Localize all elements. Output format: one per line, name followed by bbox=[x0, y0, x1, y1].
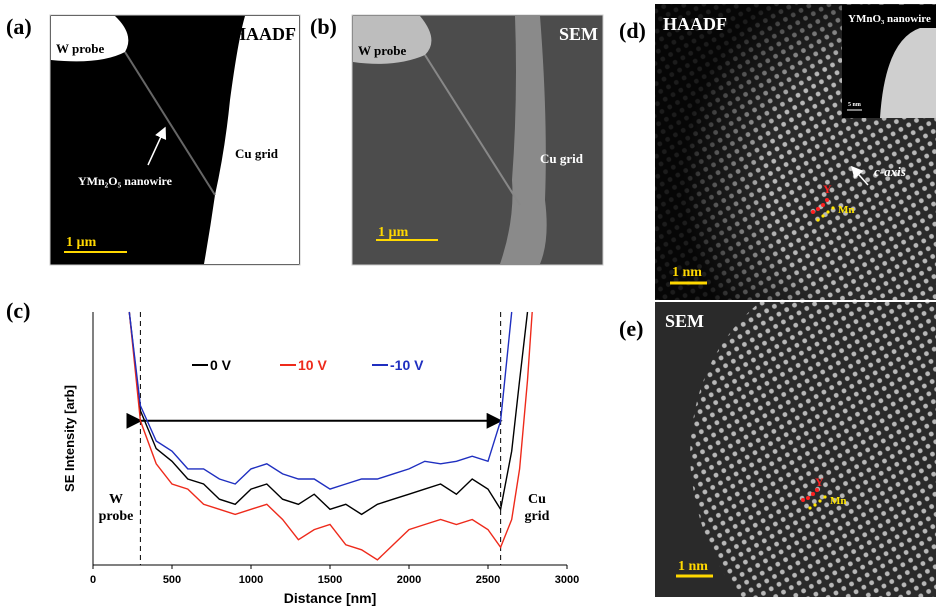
legend-label: 10 V bbox=[298, 357, 327, 373]
x-tick-label: 1000 bbox=[239, 574, 263, 586]
panel-label: (d) bbox=[619, 18, 646, 43]
series-line bbox=[129, 312, 532, 560]
annotation: grid bbox=[525, 509, 550, 524]
atom-label: Mn bbox=[830, 495, 847, 507]
label: YMn₂O₅ nanowire bbox=[78, 174, 173, 188]
x-tick-label: 0 bbox=[90, 574, 96, 586]
scale-label: 1 µm bbox=[378, 225, 409, 240]
label: W probe bbox=[56, 41, 105, 56]
x-axis-label: Distance [nm] bbox=[284, 590, 377, 606]
annotation: probe bbox=[99, 509, 134, 524]
inset-scale: 5 nm bbox=[848, 102, 861, 108]
x-tick-label: 500 bbox=[163, 574, 181, 586]
series-line bbox=[129, 312, 511, 489]
label: Cu grid bbox=[235, 146, 279, 161]
figure: (a) (b) (c) (d) (e) W probe HAADF Cu gri… bbox=[0, 0, 936, 608]
x-tick-label: 2500 bbox=[476, 574, 500, 586]
x-tick-label: 1500 bbox=[318, 574, 342, 586]
inset-label: YMnO₃ nanowire bbox=[848, 13, 931, 25]
mode-label: SEM bbox=[665, 311, 704, 331]
scale-label: 1 nm bbox=[672, 265, 702, 280]
panel-d: YMnO₃ nanowire 5 nm HAADF c-axis Y Mn 1 … bbox=[655, 4, 936, 300]
annotation: W bbox=[109, 492, 123, 507]
mode-label: SEM bbox=[559, 24, 598, 44]
atom-label: Mn bbox=[838, 204, 855, 216]
mode-label: HAADF bbox=[232, 24, 296, 44]
panel-a: W probe HAADF Cu grid YMn₂O₅ nanowire 1 … bbox=[50, 15, 300, 265]
mode-label: HAADF bbox=[663, 14, 727, 34]
scale-label: 1 µm bbox=[66, 235, 97, 250]
panel-label: (a) bbox=[6, 14, 32, 39]
x-tick-label: 3000 bbox=[555, 574, 579, 586]
panel-e: SEM Y Mn 1 nm bbox=[655, 302, 936, 597]
atom-label: Y bbox=[823, 182, 832, 196]
panel-b: W probe SEM Cu grid 1 µm bbox=[352, 15, 603, 265]
label: W probe bbox=[358, 43, 407, 58]
label: Cu grid bbox=[540, 151, 584, 166]
legend-label: 0 V bbox=[210, 357, 232, 373]
panel-label: (c) bbox=[6, 298, 30, 323]
y-axis-label: SE Intensity [arb] bbox=[62, 385, 77, 492]
x-tick-label: 2000 bbox=[397, 574, 421, 586]
series-line bbox=[129, 312, 527, 514]
scale-label: 1 nm bbox=[678, 559, 708, 574]
panel-label: (e) bbox=[619, 316, 643, 341]
axis-label: c-axis bbox=[874, 164, 906, 179]
line-chart: 0 500 1000 1500 2000 2500 3000 Distance [nm] SE … bbox=[62, 312, 579, 606]
legend-label: -10 V bbox=[390, 357, 424, 373]
atom-label: Y bbox=[815, 475, 824, 489]
annotation: Cu bbox=[528, 492, 546, 507]
panel-label: (b) bbox=[310, 14, 337, 39]
